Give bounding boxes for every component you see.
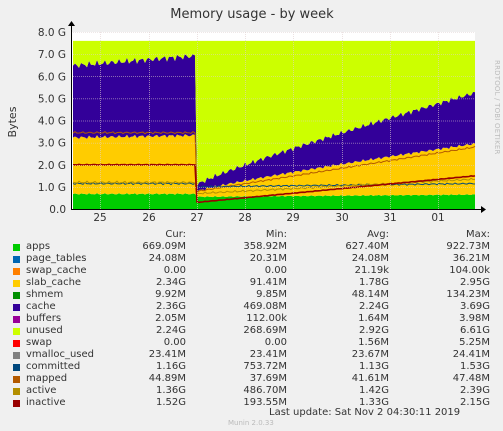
y-tick-label: 6.0 G xyxy=(38,71,66,83)
line-inactive xyxy=(72,163,476,204)
x-tick-label: 30 xyxy=(335,212,348,224)
line-series xyxy=(72,130,476,204)
x-tick-label: 31 xyxy=(383,212,396,224)
area-series xyxy=(73,40,475,209)
y-tick-label: 4.0 G xyxy=(38,116,66,128)
x-tick-label: 27 xyxy=(190,212,203,224)
rrdtool-credit: RRDTOOL / TOBI OETIKER xyxy=(493,60,501,155)
y-ticks: 0.0 1.0 G 2.0 G 3.0 G 4.0 G 5.0 G 6.0 G 7.0 G 8.… xyxy=(38,27,66,216)
y-axis-label: Bytes xyxy=(6,106,19,137)
y-tick-label: 0.0 xyxy=(49,204,66,216)
line-mapped xyxy=(72,130,476,193)
y-tick-label: 7.0 G xyxy=(38,49,66,61)
axes xyxy=(68,21,486,213)
area-apps xyxy=(73,193,475,209)
line-committed xyxy=(72,181,476,189)
x-tick-label: 28 xyxy=(238,212,251,224)
x-tick-label: 26 xyxy=(142,212,156,224)
y-tick-label: 2.0 G xyxy=(38,160,66,172)
x-tick-label: 29 xyxy=(286,212,299,224)
y-tick-label: 1.0 G xyxy=(38,182,66,194)
x-tick-label: 25 xyxy=(93,212,106,224)
y-tick-label: 8.0 G xyxy=(38,27,66,39)
x-axis-arrow xyxy=(481,206,486,213)
grid-lines xyxy=(71,32,475,209)
area-shmem xyxy=(73,53,475,193)
y-tick-label: 5.0 G xyxy=(38,93,66,105)
y-tick-label: 3.0 G xyxy=(38,138,66,150)
x-ticks: 25 26 27 28 29 30 31 01 xyxy=(93,212,444,224)
x-tick-label: 01 xyxy=(431,212,444,224)
chart-title: Memory usage - by week xyxy=(170,7,334,22)
area-slab_cache xyxy=(73,134,475,198)
y-axis-arrow xyxy=(68,21,75,26)
area-buffers xyxy=(73,40,475,187)
